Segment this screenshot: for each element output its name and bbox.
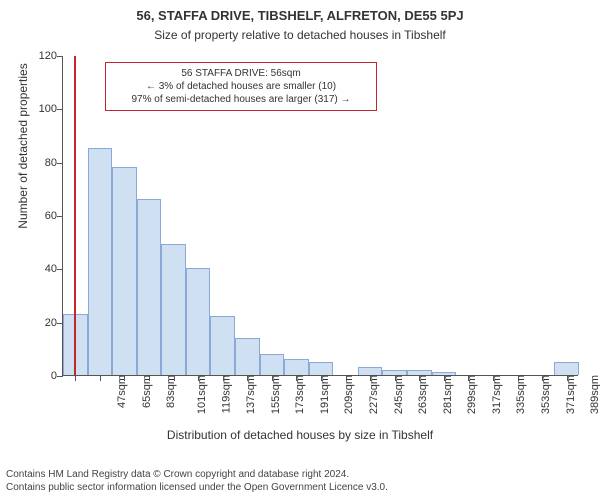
x-tick-label: 47sqm [112, 375, 128, 408]
x-tick-label: 263sqm [413, 375, 429, 414]
x-tick-mark [296, 375, 297, 381]
x-tick-mark [395, 375, 396, 381]
chart-subtitle: Size of property relative to detached ho… [0, 28, 600, 42]
histogram-bar [309, 362, 334, 375]
x-tick-mark [419, 375, 420, 381]
histogram-bar [161, 244, 186, 375]
x-tick-mark [124, 375, 125, 381]
x-tick-label: 389sqm [585, 375, 600, 414]
histogram-bar [284, 359, 309, 375]
x-tick-label: 173sqm [290, 375, 306, 414]
x-tick-mark [100, 375, 101, 381]
x-tick-label: 299sqm [462, 375, 478, 414]
x-tick-mark [444, 375, 445, 381]
x-tick-label: 83sqm [161, 375, 177, 408]
x-tick-mark [247, 375, 248, 381]
chart-title: 56, STAFFA DRIVE, TIBSHELF, ALFRETON, DE… [0, 8, 600, 23]
x-tick-mark [493, 375, 494, 381]
x-tick-mark [321, 375, 322, 381]
x-tick-label: 155sqm [266, 375, 282, 414]
x-axis-label: Distribution of detached houses by size … [0, 428, 600, 442]
histogram-bar [358, 367, 383, 375]
y-tick-label: 0 [51, 370, 63, 382]
annotation-line: 56 STAFFA DRIVE: 56sqm [110, 67, 372, 80]
x-tick-mark [346, 375, 347, 381]
y-axis-label: Number of detached properties [16, 0, 30, 306]
y-tick-label: 100 [39, 103, 63, 115]
annotation-box: 56 STAFFA DRIVE: 56sqm← 3% of detached h… [105, 62, 377, 111]
footer-attribution: Contains HM Land Registry data © Crown c… [0, 464, 394, 500]
x-tick-mark [370, 375, 371, 381]
y-tick-label: 80 [45, 157, 63, 169]
x-tick-label: 191sqm [315, 375, 331, 414]
figure-container: 56, STAFFA DRIVE, TIBSHELF, ALFRETON, DE… [0, 0, 600, 500]
x-tick-label: 65sqm [137, 375, 153, 408]
x-tick-mark [272, 375, 273, 381]
x-tick-label: 119sqm [216, 375, 232, 413]
x-tick-label: 353sqm [536, 375, 552, 414]
y-tick-label: 120 [39, 50, 63, 62]
x-tick-mark [75, 375, 76, 381]
x-tick-label: 281sqm [438, 375, 454, 414]
histogram-bar [112, 167, 137, 375]
reference-line [74, 56, 76, 375]
x-tick-mark [198, 375, 199, 381]
x-tick-mark [567, 375, 568, 381]
y-tick-label: 40 [45, 263, 63, 275]
histogram-bar [88, 148, 113, 375]
x-tick-label: 101sqm [192, 375, 208, 414]
x-tick-mark [518, 375, 519, 381]
x-tick-label: 227sqm [364, 375, 380, 414]
x-tick-label: 317sqm [487, 375, 503, 414]
x-tick-label: 371sqm [561, 375, 577, 414]
annotation-line: 97% of semi-detached houses are larger (… [110, 93, 372, 106]
x-tick-mark [174, 375, 175, 381]
histogram-bar [554, 362, 579, 375]
x-tick-mark [542, 375, 543, 381]
x-tick-label: 335sqm [512, 375, 528, 414]
plot-area: 02040608010012047sqm65sqm83sqm101sqm119s… [62, 56, 578, 376]
y-tick-label: 60 [45, 210, 63, 222]
histogram-bar [137, 199, 162, 375]
annotation-line: ← 3% of detached houses are smaller (10) [110, 80, 372, 93]
histogram-bar [210, 316, 235, 375]
x-tick-label: 209sqm [340, 375, 356, 414]
x-tick-mark [223, 375, 224, 381]
footer-line-1: Contains HM Land Registry data © Crown c… [6, 468, 388, 481]
histogram-bar [186, 268, 211, 375]
x-tick-mark [149, 375, 150, 381]
x-tick-mark [468, 375, 469, 381]
x-tick-label: 245sqm [389, 375, 405, 414]
x-tick-label: 137sqm [241, 375, 257, 414]
histogram-bar [260, 354, 285, 375]
histogram-bar [235, 338, 260, 375]
y-tick-label: 20 [45, 317, 63, 329]
footer-line-2: Contains public sector information licen… [6, 481, 388, 494]
